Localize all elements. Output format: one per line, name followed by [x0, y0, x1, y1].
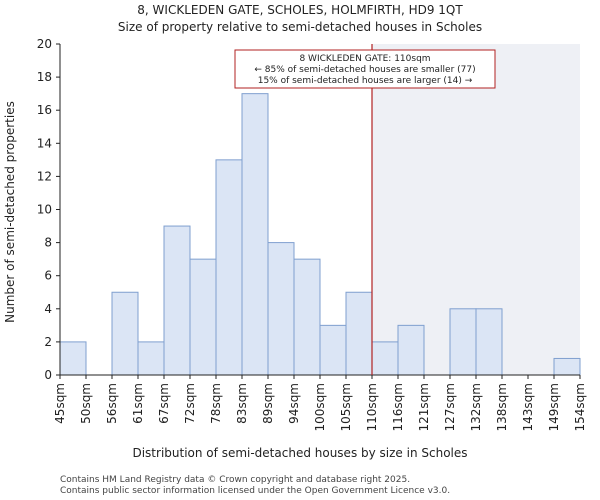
x-tick-label: 116sqm — [391, 383, 405, 431]
bars — [59, 93, 581, 376]
y-tick-label: 0 — [44, 368, 52, 382]
footer-line-1: Contains HM Land Registry data © Crown c… — [60, 475, 410, 485]
bar-61sqm — [137, 341, 165, 376]
y-tick-label: 2 — [44, 335, 52, 349]
x-axis-label: Distribution of semi-detached houses by … — [132, 446, 467, 460]
x-axis-ticks: 45sqm 50sqm 56sqm 61sqm 67sqm 72sqm 78sqm 83sqm… — [53, 375, 587, 431]
bar-105sqm — [345, 291, 373, 376]
x-tick-label: 89sqm — [261, 383, 275, 424]
y-tick-label: 4 — [44, 302, 52, 316]
annotation-line-2: ← 85% of semi-detached houses are smalle… — [254, 65, 475, 75]
x-tick-label: 138sqm — [495, 383, 509, 431]
x-tick-label: 143sqm — [521, 383, 535, 431]
annotation-line-1: 8 WICKLEDEN GATE: 110sqm — [299, 54, 430, 64]
x-tick-label: 83sqm — [235, 383, 249, 424]
y-axis-label: Number of semi-detached properties — [3, 101, 17, 323]
x-tick-label: 56sqm — [105, 383, 119, 424]
bar-78sqm — [215, 159, 243, 376]
x-tick-label: 72sqm — [183, 383, 197, 424]
chart-subtitle: Size of property relative to semi-detach… — [118, 20, 482, 34]
chart-title: 8, WICKLEDEN GATE, SCHOLES, HOLMFIRTH, H… — [137, 3, 463, 17]
bar-72sqm — [189, 258, 217, 376]
y-tick-label: 18 — [37, 70, 52, 84]
x-tick-label: 67sqm — [157, 383, 171, 424]
footer-line-2: Contains public sector information licen… — [60, 486, 450, 496]
x-tick-label: 121sqm — [417, 383, 431, 431]
bar-94sqm — [293, 258, 321, 376]
bar-67sqm — [163, 225, 191, 376]
bar-127sqm — [449, 308, 477, 376]
annotation-box — [234, 49, 496, 89]
x-tick-label: 45sqm — [53, 383, 67, 424]
x-tick-label: 154sqm — [573, 383, 587, 431]
bar-110sqm — [371, 341, 399, 376]
x-tick-label: 100sqm — [313, 383, 327, 431]
y-tick-label: 16 — [37, 103, 52, 117]
y-tick-label: 8 — [44, 236, 52, 250]
bar-89sqm — [267, 242, 295, 376]
y-tick-label: 20 — [37, 37, 52, 51]
x-tick-label: 132sqm — [469, 383, 483, 431]
x-tick-label: 149sqm — [547, 383, 561, 431]
bar-56sqm — [111, 291, 139, 376]
x-tick-label: 94sqm — [287, 383, 301, 424]
bar-132sqm — [475, 308, 503, 376]
y-tick-label: 6 — [44, 269, 52, 283]
x-tick-label: 105sqm — [339, 383, 353, 431]
y-tick-label: 12 — [37, 169, 52, 183]
y-tick-label: 14 — [37, 136, 52, 150]
bar-100sqm — [319, 324, 347, 376]
bar-83sqm — [241, 93, 269, 376]
x-tick-label: 78sqm — [209, 383, 223, 424]
bar-149sqm — [553, 357, 581, 376]
y-tick-label: 10 — [37, 203, 52, 217]
bar-45sqm — [59, 341, 87, 376]
bar-116sqm — [397, 324, 425, 376]
x-tick-label: 50sqm — [79, 383, 93, 424]
x-tick-label: 61sqm — [131, 383, 145, 424]
y-axis-ticks: 0 2 4 6 8 10 12 14 16 18 20 — [37, 37, 60, 382]
x-tick-label: 110sqm — [365, 383, 379, 431]
x-tick-label: 127sqm — [443, 383, 457, 431]
annotation-line-3: 15% of semi-detached houses are larger (… — [258, 76, 473, 86]
